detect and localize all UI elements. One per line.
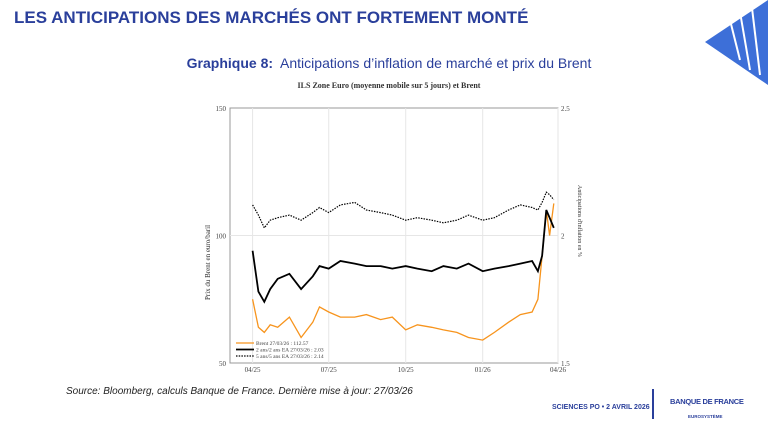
y-tick-label: 100	[216, 233, 227, 241]
chart-heading: Graphique 8: Anticipations d’inflation d…	[0, 55, 768, 71]
y-axis-label: Prix du Brent en euro/baril	[204, 225, 212, 300]
chart-number: Graphique 8:	[186, 55, 274, 71]
legend-label-0: Brent 27/03/26 : 112.57	[256, 341, 309, 347]
y2-axis-label: Anticipations d'inflation en %	[576, 185, 583, 257]
slide-title: LES ANTICIPATIONS DES MARCHÉS ONT FORTEM…	[14, 8, 529, 27]
chart-title: ILS Zone Euro (moyenne mobile sur 5 jour…	[297, 81, 481, 90]
x-tick-label: 07/25	[321, 366, 337, 374]
legend-label-1: 2 ans/2 ans EA 27/03/26 : 2.03	[256, 348, 324, 354]
legend-label-2: 5 ans/5 ans EA 27/03/26 : 2.14	[256, 354, 324, 360]
corner-logo-icon	[705, 0, 768, 85]
source-note: Source: Bloomberg, calculs Banque de Fra…	[66, 386, 413, 397]
y-tick-label: 150	[216, 105, 227, 113]
y2-tick-label: 2.5	[561, 105, 570, 113]
y2-tick-label: 2	[561, 233, 565, 241]
series-line-2	[252, 191, 555, 230]
eurosysteme-label: EUROSYSTÈME	[688, 414, 723, 419]
y-tick-label: 50	[219, 360, 227, 368]
footer-event: SCIENCES PO • 2 AVRIL 2026	[552, 404, 650, 411]
series-line-0	[251, 203, 555, 341]
chart-heading-text: Anticipations d’inflation de marché et p…	[280, 55, 592, 71]
banque-de-france-logo: BANQUE DE FRANCE	[670, 397, 744, 406]
footer-divider	[652, 389, 654, 419]
x-tick-label: 04/26	[550, 366, 566, 374]
x-tick-label: 01/26	[475, 366, 491, 374]
legend: Brent 27/03/26 : 112.572 ans/2 ans EA 27…	[236, 341, 324, 360]
series-line-1	[251, 209, 555, 304]
x-tick-label: 10/25	[398, 366, 414, 374]
x-tick-label: 04/25	[245, 366, 261, 374]
y2-tick-label: 1.5	[561, 360, 570, 368]
